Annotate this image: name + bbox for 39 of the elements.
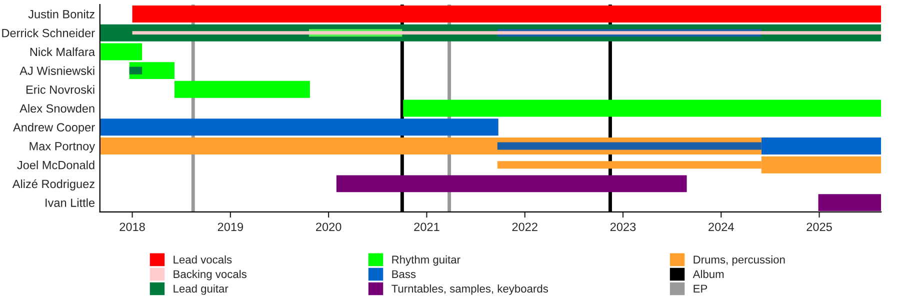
x-tick-label: 2020 <box>316 222 342 232</box>
x-tick-label: 2023 <box>610 222 636 232</box>
bar <box>132 6 882 22</box>
bar <box>336 175 687 192</box>
x-tick-label: 2024 <box>708 222 734 232</box>
legend-label: Lead guitar <box>174 284 228 295</box>
legend-label: Backing vocals <box>174 270 246 280</box>
bar <box>129 66 142 74</box>
bar <box>497 142 762 150</box>
legend-label: Lead vocals <box>174 255 232 264</box>
bar <box>100 118 498 136</box>
y-tick-label: Nick Malfara <box>30 47 96 56</box>
legend-label: Bass <box>392 270 416 278</box>
bar <box>403 100 882 117</box>
x-tick-label: 2018 <box>120 222 145 232</box>
y-tick-label: Eric Novroski <box>26 85 94 94</box>
y-tick-label: Derrick Schneider <box>2 28 95 38</box>
x-tick-label: 2021 <box>414 222 440 232</box>
bar <box>132 31 882 35</box>
x-tick-label: 2019 <box>218 222 243 232</box>
bar <box>761 138 882 154</box>
y-tick-label: Andrew Cooper <box>13 122 95 134</box>
x-tick-label: 2025 <box>806 222 832 232</box>
y-tick-label: Max Portnoy <box>30 142 96 153</box>
y-tick-label: Joel McDonald <box>17 160 94 170</box>
legend-label: Drums, percussion <box>694 255 785 266</box>
legend-label: Turntables, samples, keyboards <box>392 284 548 295</box>
legend-label: EP <box>694 284 708 292</box>
bar <box>174 80 310 98</box>
bar <box>818 194 882 212</box>
legend-label: Album <box>692 270 724 278</box>
y-tick-label: Alex Snowden <box>20 104 94 113</box>
legend-label: Rhythm guitar <box>392 255 460 266</box>
x-tick-label: 2022 <box>512 222 538 232</box>
bar <box>100 43 142 60</box>
y-tick-label: Ivan Little <box>46 198 95 207</box>
y-tick-label: Alizé Rodriguez <box>12 179 94 190</box>
y-tick-label: AJ Wisniewski <box>20 66 94 75</box>
y-tick-label: Justin Bonitz <box>28 10 94 18</box>
